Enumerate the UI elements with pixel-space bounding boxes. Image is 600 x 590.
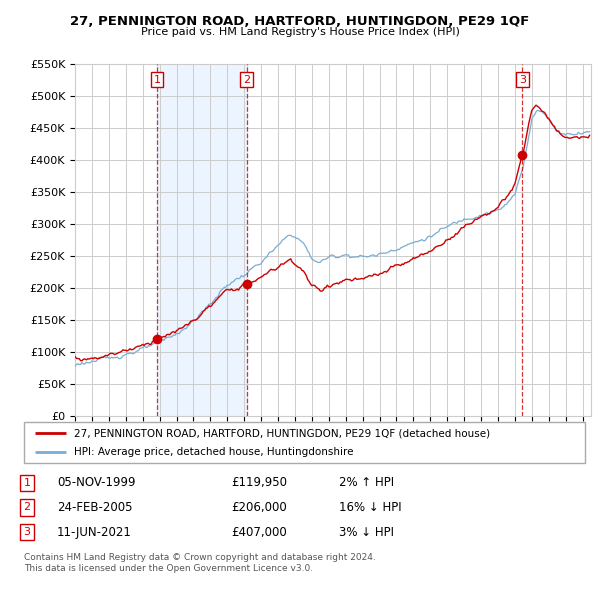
Text: 27, PENNINGTON ROAD, HARTFORD, HUNTINGDON, PE29 1QF (detached house): 27, PENNINGTON ROAD, HARTFORD, HUNTINGDO…	[74, 428, 491, 438]
Text: This data is licensed under the Open Government Licence v3.0.: This data is licensed under the Open Gov…	[24, 565, 313, 573]
Text: 2: 2	[23, 503, 31, 512]
Text: Contains HM Land Registry data © Crown copyright and database right 2024.: Contains HM Land Registry data © Crown c…	[24, 553, 376, 562]
Text: 2: 2	[243, 74, 250, 84]
Text: Price paid vs. HM Land Registry's House Price Index (HPI): Price paid vs. HM Land Registry's House …	[140, 27, 460, 37]
Text: £119,950: £119,950	[231, 476, 287, 489]
Text: 2% ↑ HPI: 2% ↑ HPI	[339, 476, 394, 489]
Text: 3: 3	[23, 527, 31, 537]
Text: 16% ↓ HPI: 16% ↓ HPI	[339, 501, 401, 514]
Text: 3% ↓ HPI: 3% ↓ HPI	[339, 526, 394, 539]
Bar	[157, 64, 247, 416]
Text: 05-NOV-1999: 05-NOV-1999	[57, 476, 136, 489]
Text: 1: 1	[154, 74, 160, 84]
Text: £407,000: £407,000	[231, 526, 287, 539]
Text: 24-FEB-2005: 24-FEB-2005	[57, 501, 133, 514]
Text: 1: 1	[23, 478, 31, 487]
Text: 27, PENNINGTON ROAD, HARTFORD, HUNTINGDON, PE29 1QF: 27, PENNINGTON ROAD, HARTFORD, HUNTINGDO…	[70, 15, 530, 28]
Text: £206,000: £206,000	[231, 501, 287, 514]
Text: 11-JUN-2021: 11-JUN-2021	[57, 526, 132, 539]
Text: HPI: Average price, detached house, Huntingdonshire: HPI: Average price, detached house, Hunt…	[74, 447, 354, 457]
Text: 3: 3	[519, 74, 526, 84]
